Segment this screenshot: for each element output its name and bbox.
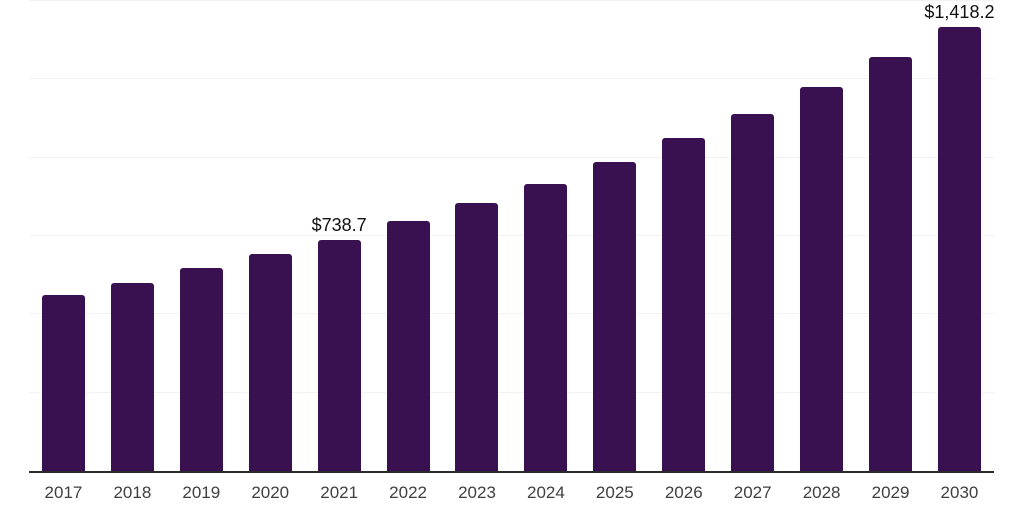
bar-2029 bbox=[869, 57, 913, 471]
gridline bbox=[29, 235, 994, 236]
x-tick-label-2022: 2022 bbox=[389, 483, 427, 502]
x-tick-label-2020: 2020 bbox=[251, 483, 290, 502]
x-tick-label-2026: 2026 bbox=[664, 483, 703, 502]
bar-band-2028 bbox=[787, 1, 856, 471]
bar-2026 bbox=[662, 137, 706, 471]
bar-band-2024 bbox=[511, 1, 580, 471]
x-tick-label-2018: 2018 bbox=[113, 483, 152, 502]
x-tick-label-2028: 2028 bbox=[802, 483, 841, 502]
gridline bbox=[29, 313, 994, 315]
bar-band-2021: $738.7 bbox=[305, 1, 374, 471]
bar-band-2023 bbox=[443, 1, 512, 471]
bar-2020 bbox=[248, 253, 292, 471]
x-tick-label-2021: 2021 bbox=[320, 483, 359, 502]
value-label-2021: $738.7 bbox=[311, 214, 367, 235]
x-tick-label-2027: 2027 bbox=[733, 483, 772, 502]
bar-band-2029 bbox=[856, 1, 925, 471]
bar-2023 bbox=[455, 203, 499, 471]
bar-band-2022 bbox=[374, 1, 443, 471]
bar-band-2018 bbox=[98, 1, 167, 471]
bar-band-2019 bbox=[167, 1, 236, 471]
x-tick-label-2024: 2024 bbox=[527, 483, 565, 502]
bar-band-2025 bbox=[580, 1, 649, 471]
gridline bbox=[29, 156, 994, 158]
bar-band-2020 bbox=[236, 1, 305, 471]
bar-2017 bbox=[41, 294, 85, 471]
bar-2027 bbox=[731, 114, 775, 471]
x-tick-label-2029: 2029 bbox=[871, 483, 910, 502]
bar-band-2017 bbox=[29, 1, 98, 471]
plot-area: $738.7 $1,418.2 bbox=[29, 0, 994, 471]
bar-2019 bbox=[179, 267, 223, 471]
bar-2021 bbox=[317, 239, 361, 471]
x-tick-label-2025: 2025 bbox=[595, 483, 634, 502]
x-tick-label-2017: 2017 bbox=[44, 483, 83, 502]
x-tick-label-2030: 2030 bbox=[940, 483, 979, 502]
gridline bbox=[29, 0, 994, 1]
bar-2030 bbox=[937, 26, 981, 471]
x-tick-label-2023: 2023 bbox=[458, 483, 496, 502]
gridline bbox=[29, 78, 994, 80]
bar-2025 bbox=[593, 162, 637, 471]
bar-2018 bbox=[110, 283, 154, 471]
gridline bbox=[29, 391, 994, 393]
bar-band-2026 bbox=[649, 1, 718, 471]
bars: $738.7 $1,418.2 bbox=[29, 1, 994, 471]
x-tick-label-2019: 2019 bbox=[182, 483, 221, 502]
x-axis-line bbox=[29, 471, 994, 473]
bar-2028 bbox=[800, 86, 844, 471]
bar-band-2030: $1,418.2 bbox=[924, 1, 995, 471]
x-axis-labels: 2017 2018 2019 2020 2021 2022 2023 2024 2025 2026… bbox=[29, 483, 994, 503]
bar-band-2027 bbox=[718, 1, 787, 471]
bar-2022 bbox=[386, 220, 430, 471]
value-label-2030: $1,418.2 bbox=[924, 1, 995, 22]
bar-2024 bbox=[524, 184, 568, 471]
